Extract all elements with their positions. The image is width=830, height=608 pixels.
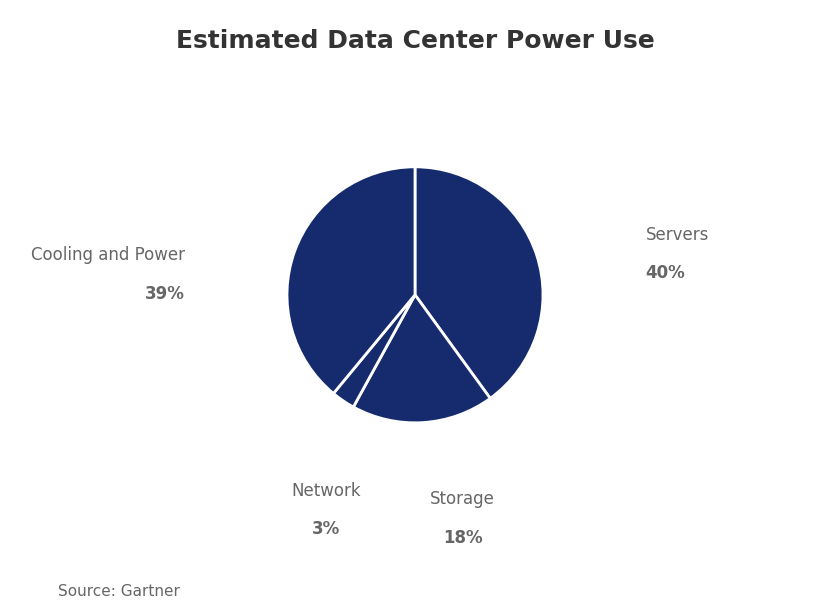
Text: Cooling and Power: Cooling and Power [31,246,184,264]
Text: Source: Gartner: Source: Gartner [58,584,180,599]
Wedge shape [287,167,415,393]
Text: 18%: 18% [443,528,482,547]
Wedge shape [415,167,543,398]
Wedge shape [354,295,491,423]
Text: 39%: 39% [144,285,184,303]
Title: Estimated Data Center Power Use: Estimated Data Center Power Use [176,29,654,53]
Wedge shape [334,295,415,407]
Text: 3%: 3% [312,520,340,538]
Text: Storage: Storage [430,490,496,508]
Text: 40%: 40% [646,264,685,282]
Text: Servers: Servers [646,226,709,244]
Text: Network: Network [291,482,361,500]
